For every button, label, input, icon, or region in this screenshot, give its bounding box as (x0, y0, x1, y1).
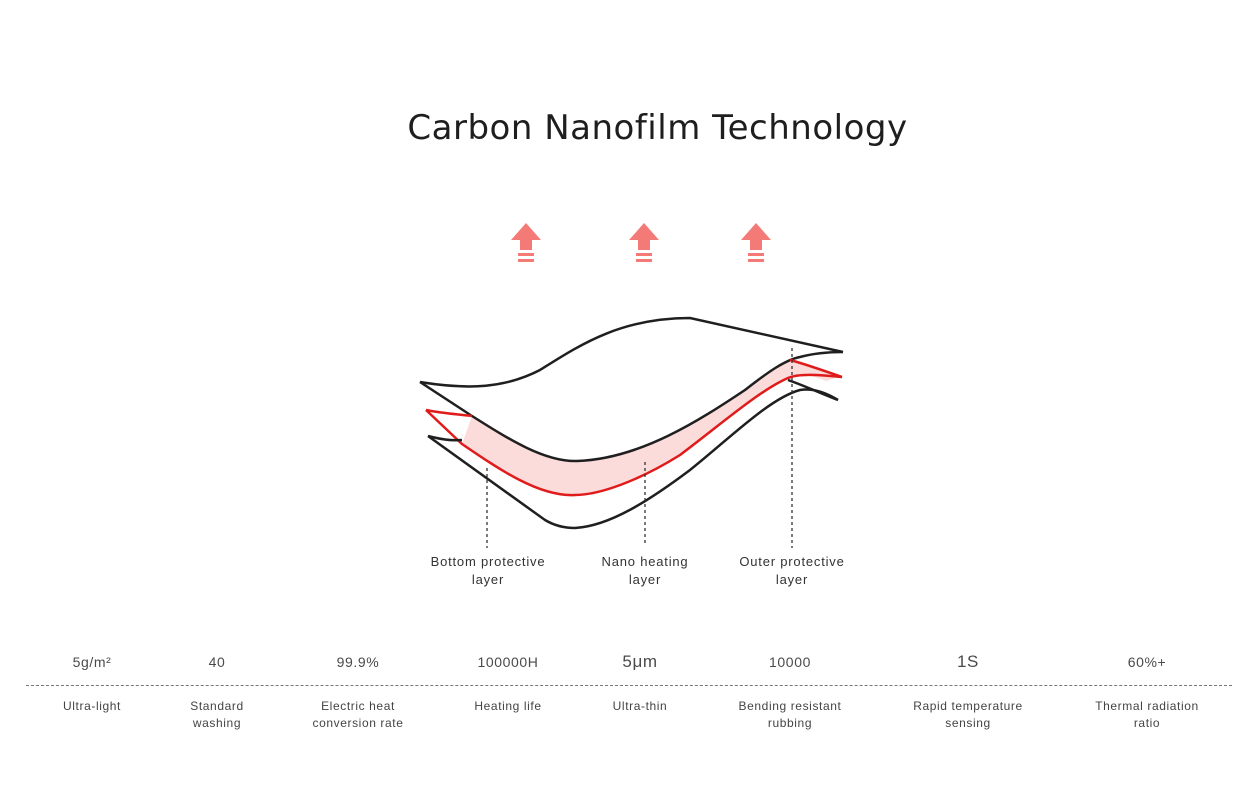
stat-value: 99.9% (336, 654, 380, 670)
up-arrow-icon (741, 223, 771, 250)
stat-value: 1S (957, 652, 979, 671)
heat-arrow-center (629, 223, 659, 262)
stat-label: Rapid temperature sensing (913, 699, 1023, 730)
stat-value: 100000H (477, 654, 539, 670)
nano-layer-fill (462, 360, 838, 496)
stat-label: Electric heat conversion rate (312, 699, 404, 730)
up-arrow-icon (511, 223, 541, 250)
up-arrow-icon (629, 223, 659, 250)
label-nano-heating-layer: Nano heating layer (601, 554, 689, 587)
nano-heating-layer (425, 408, 473, 418)
label-bottom-protective-layer: Bottom protective layer (430, 554, 546, 587)
heat-arrow-left (511, 223, 541, 262)
stat-value: 5μm (622, 652, 658, 671)
outer-protective-layer (419, 316, 844, 388)
stat-value: 5g/m² (72, 654, 112, 670)
stat-value: 10000 (769, 654, 811, 670)
dashed-divider (26, 685, 1232, 686)
stat-label: Ultra-thin (612, 699, 668, 713)
stat-label: Thermal radiation ratio (1095, 699, 1199, 730)
stat-value: 40 (208, 654, 226, 670)
page-title: Carbon Nanofilm Technology (407, 108, 908, 148)
stat-label: Bending resistant rubbing (738, 699, 842, 730)
stat-label: Standard washing (190, 699, 244, 730)
label-outer-protective-layer: Outer protective layer (739, 554, 845, 587)
heat-arrow-right (741, 223, 771, 262)
stat-value: 60%+ (1127, 654, 1167, 670)
layer-diagram (419, 223, 844, 548)
stat-label: Heating life (474, 699, 542, 713)
stat-label: Ultra-light (63, 699, 121, 713)
